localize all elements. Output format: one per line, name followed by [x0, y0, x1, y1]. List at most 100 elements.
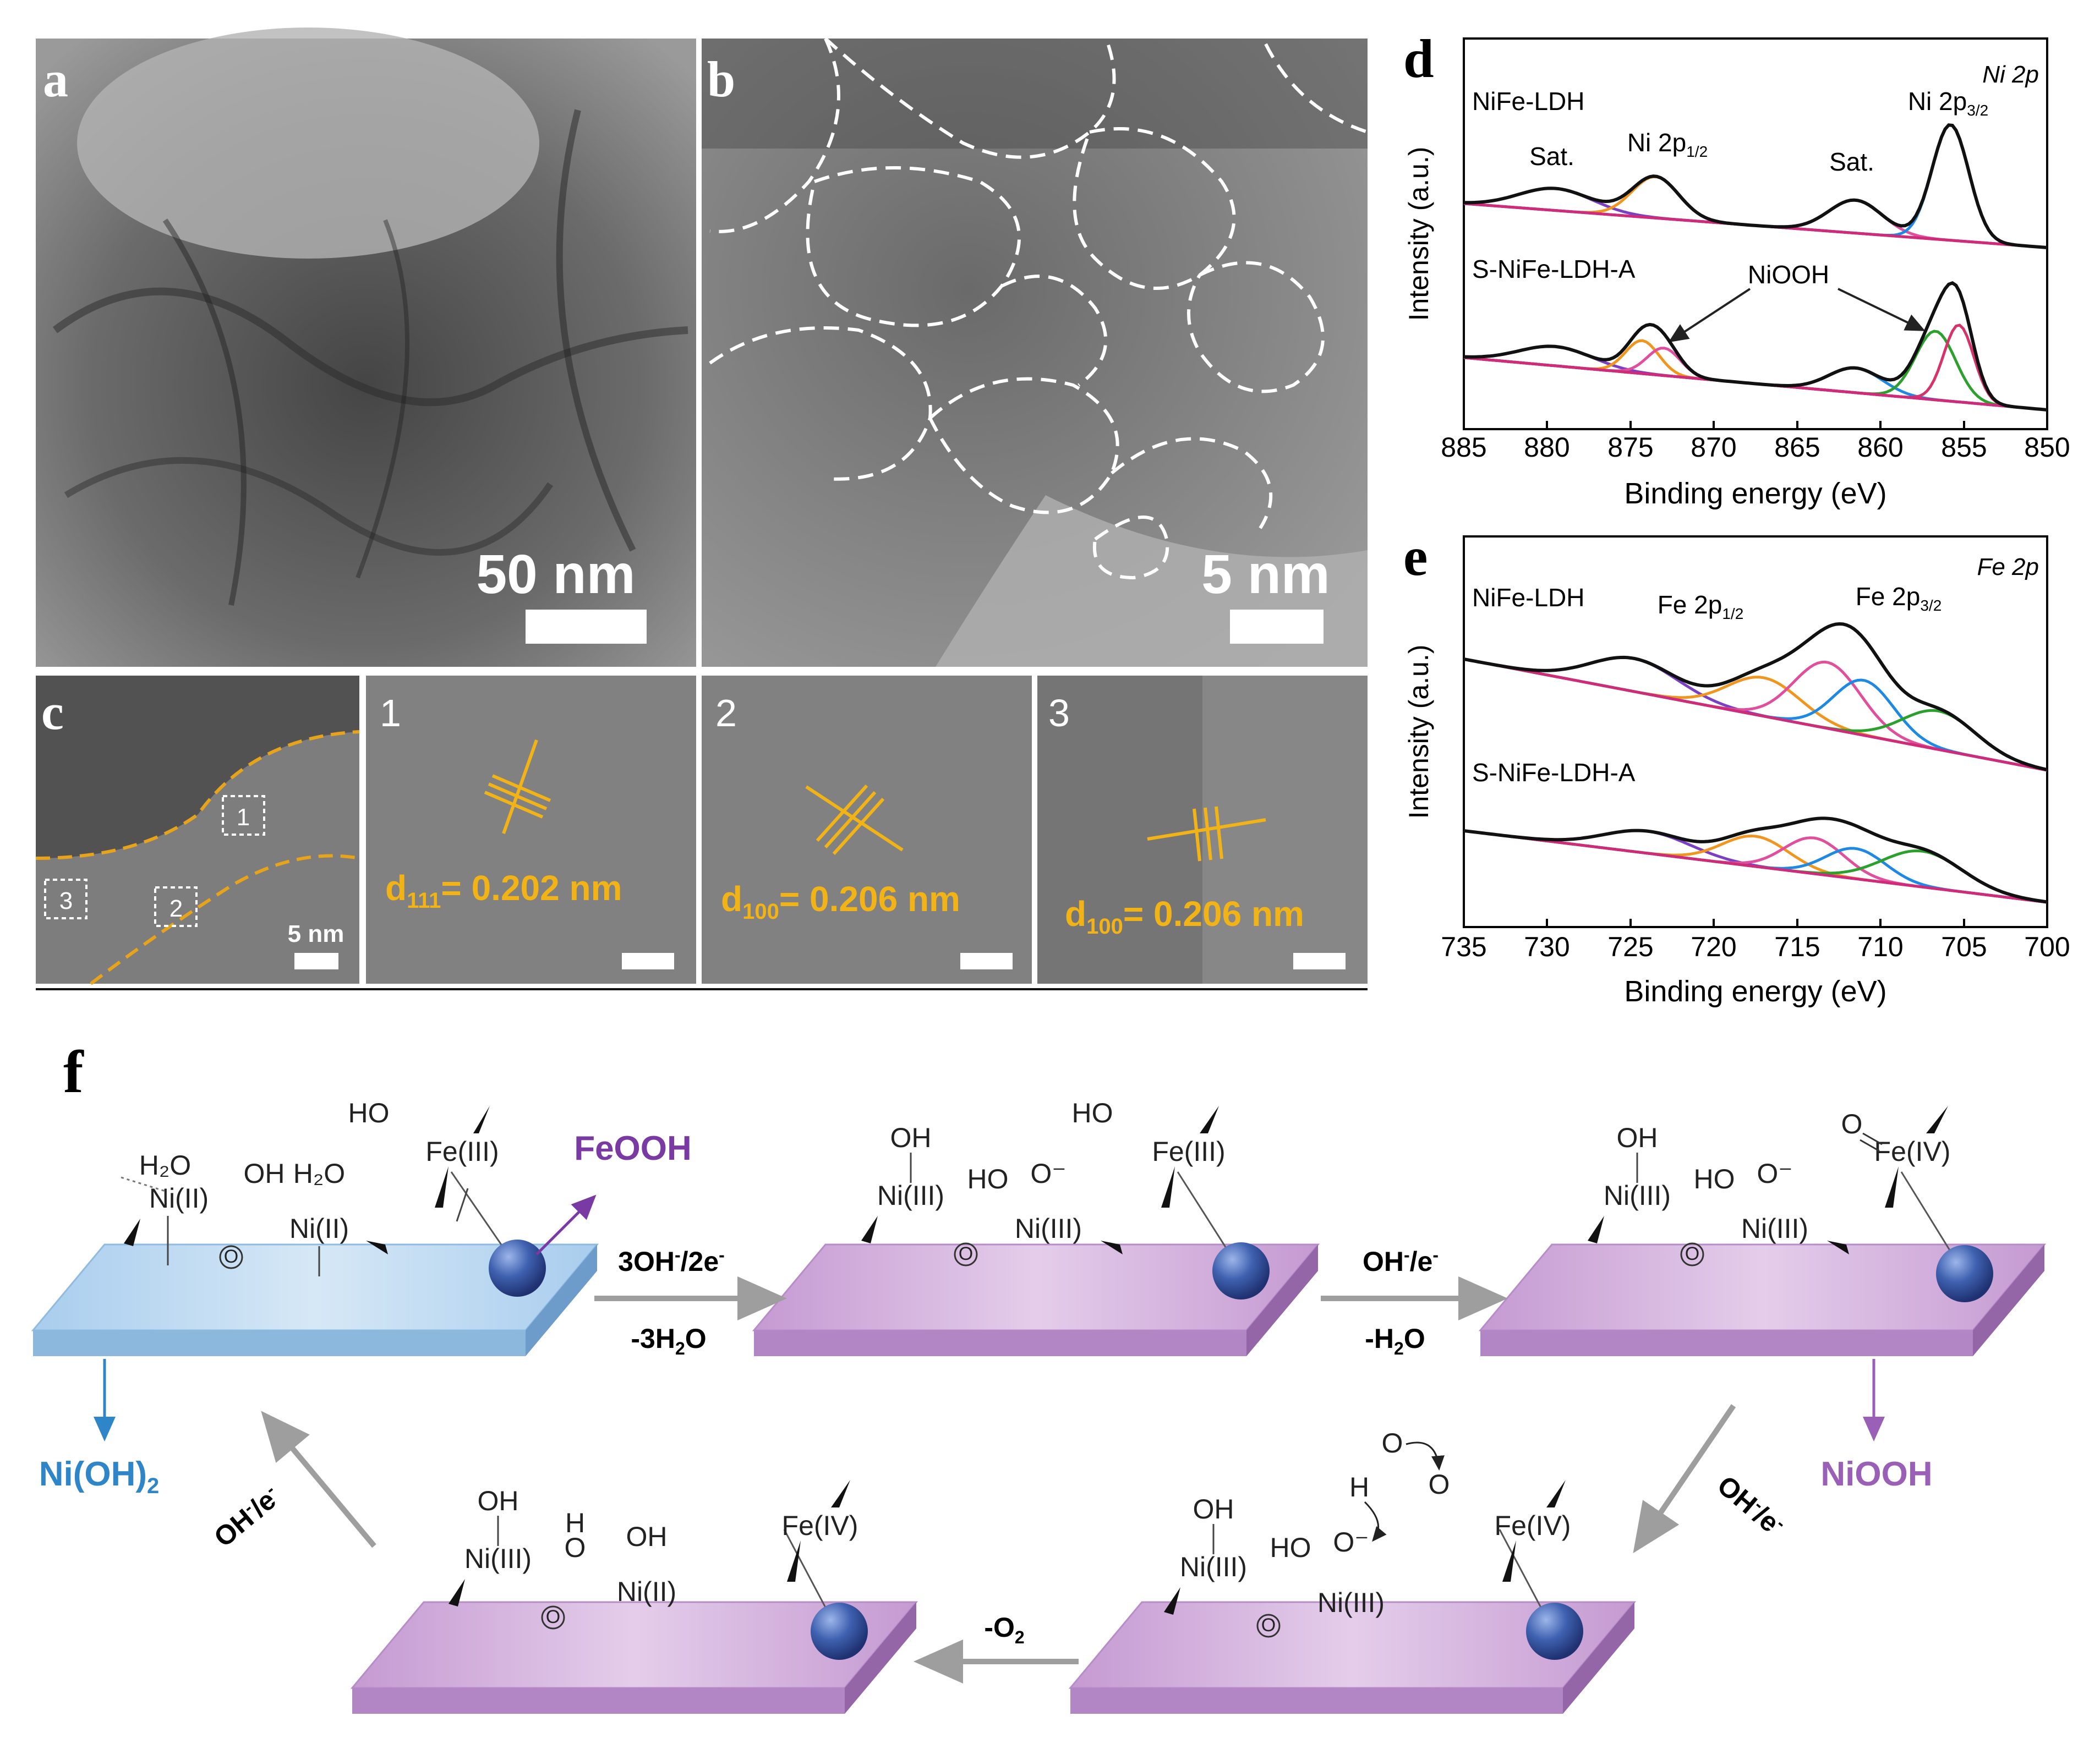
svg-text:Ni(III): Ni(III) [877, 1180, 944, 1211]
molecule-ooh: OH Ni(III) O HO O⁻ Ni(III) Fe(III) HO [861, 1098, 1226, 1266]
svg-text:Ni(III): Ni(III) [464, 1543, 532, 1574]
d-spacing-label: d100= 0.206 nm [721, 879, 960, 924]
d-spacing-label: d111= 0.202 nm [385, 868, 622, 913]
panel-a: a 50 nm [36, 28, 696, 667]
svg-text:HO: HO [967, 1164, 1009, 1194]
background-line [1463, 829, 2048, 904]
step-label: -O2 [984, 1612, 1024, 1647]
scale-bar [294, 953, 338, 969]
y-axis-label: Intensity (a.u.) [1403, 147, 1434, 321]
svg-text:HO: HO [1072, 1098, 1113, 1128]
scale-bar-label: 50 nm [476, 544, 635, 605]
peak-label: Sat. [1829, 147, 1874, 176]
series-label: S-NiFe-LDH-A [1472, 758, 1636, 787]
inset-number: 1 [380, 692, 401, 734]
panel-e: e Fe 2p 735 730 725 720 715 710 705 700 … [1403, 526, 2070, 1008]
slab-ooh [1068, 1601, 1637, 1714]
svg-text:O: O [565, 1532, 586, 1563]
panel-letter: c [41, 684, 64, 740]
tick-label: 885 [1441, 432, 1486, 463]
svg-text:O⁻: O⁻ [1030, 1158, 1066, 1189]
panel-b: b 5 nm [702, 37, 1368, 667]
peak-label: NiOOH [1748, 260, 1829, 289]
envelope-curve [1463, 622, 2048, 772]
inset-number: 2 [715, 692, 737, 734]
step-label: OH-/e- [1711, 1469, 1790, 1542]
molecule-ooh: OH Ni(III) O H O OH Ni(II) Fe(IV) [449, 1480, 858, 1630]
svg-text:Ni(III): Ni(III) [1741, 1213, 1808, 1244]
envelope-curve [1463, 123, 2048, 249]
scale-bar [526, 610, 647, 644]
fe-sphere [1526, 1603, 1583, 1660]
tick-label: 730 [1524, 931, 1569, 962]
step-label: OH-/e- [207, 1480, 286, 1553]
svg-text:OH: OH [244, 1158, 285, 1189]
peak-label: Ni 2p3/2 [1908, 87, 1988, 119]
svg-text:HO: HO [1694, 1164, 1735, 1194]
scale-bar [1293, 953, 1346, 969]
y-axis-label: Intensity (a.u.) [1403, 645, 1434, 819]
svg-text:Ni(III): Ni(III) [1604, 1180, 1671, 1211]
inset-number: 3 [1048, 692, 1070, 734]
plot-frame [1463, 535, 2048, 928]
svg-text:Ni(III): Ni(III) [1015, 1213, 1082, 1244]
svg-text:OH: OH [1193, 1494, 1234, 1525]
region-label: 3 [59, 887, 73, 914]
peak-label: Sat. [1529, 142, 1574, 171]
svg-text:OH: OH [478, 1485, 519, 1516]
inset-1: 1 d111= 0.202 nm [366, 676, 696, 984]
tick-label: 700 [2024, 931, 2070, 962]
background-line [1463, 657, 2048, 772]
svg-text:HO: HO [348, 1098, 390, 1128]
inset-3: 3 d100= 0.206 nm [1037, 676, 1368, 984]
svg-text:O: O [1382, 1428, 1403, 1459]
tick-label: 870 [1691, 432, 1736, 463]
tick-label: 865 [1774, 432, 1820, 463]
molecule-ooh: OH Ni(III) O HO O⁻ Ni(III) O H O Fe(IV) [1164, 1428, 1571, 1638]
region-label: 2 [169, 895, 183, 922]
series-label: S-NiFe-LDH-A [1472, 255, 1636, 283]
panel-d: d Ni 2p 885 880 875 870 865 860 855 850 … [1403, 28, 2070, 510]
svg-text:Ni(III): Ni(III) [1317, 1587, 1385, 1618]
step-arrow [261, 1411, 376, 1548]
step-label: 3OH-/2e- [618, 1245, 725, 1277]
d-spacing-label: d100= 0.206 nm [1065, 894, 1304, 939]
svg-text:O⁻: O⁻ [1757, 1158, 1792, 1189]
inset-2: 2 d100= 0.206 nm [702, 676, 1032, 984]
step-label: OH-/e- [1363, 1245, 1439, 1277]
panel-c: 1 2 3 c 5 nm 1 d111= 0.202 nm 2 [35, 676, 1368, 990]
step-label: -3H2O [631, 1323, 706, 1358]
scale-bar [960, 953, 1013, 969]
tick-label: 735 [1441, 931, 1486, 962]
svg-text:H₂O: H₂O [139, 1150, 191, 1181]
svg-text:O: O [1429, 1469, 1450, 1500]
tick-label: 725 [1607, 931, 1653, 962]
svg-text:Fe(IV): Fe(IV) [1495, 1510, 1571, 1541]
slab-ldh [31, 1243, 599, 1356]
tick-label: 705 [1941, 931, 1987, 962]
tick-label: 880 [1524, 432, 1569, 463]
svg-text:Ni(II): Ni(II) [617, 1576, 676, 1607]
svg-text:O: O [224, 1246, 238, 1267]
svg-text:O: O [959, 1243, 973, 1264]
svg-text:O: O [1261, 1615, 1276, 1636]
svg-text:Ni(III): Ni(III) [1180, 1551, 1247, 1582]
envelope-curve [1463, 816, 2048, 904]
panel-letter: e [1403, 526, 1428, 587]
tick-label: 715 [1774, 931, 1820, 962]
scale-bar-label: 5 nm [1201, 544, 1330, 605]
panel-f: f [31, 1038, 2047, 1714]
fe-sphere [1936, 1245, 1993, 1302]
svg-text:O⁻: O⁻ [1333, 1527, 1369, 1558]
svg-text:Ni(II): Ni(II) [149, 1183, 209, 1214]
grain-boundaries [709, 37, 1368, 580]
tick-label: 875 [1607, 432, 1653, 463]
step-arrow [1633, 1404, 1736, 1554]
slab-ooh [350, 1601, 918, 1714]
xps-curves [1463, 123, 2048, 412]
svg-text:OH: OH [626, 1521, 668, 1552]
svg-text:O: O [1841, 1109, 1863, 1139]
fe-sphere [1212, 1242, 1270, 1300]
scale-bar [622, 953, 674, 969]
fe-sphere [811, 1603, 868, 1660]
